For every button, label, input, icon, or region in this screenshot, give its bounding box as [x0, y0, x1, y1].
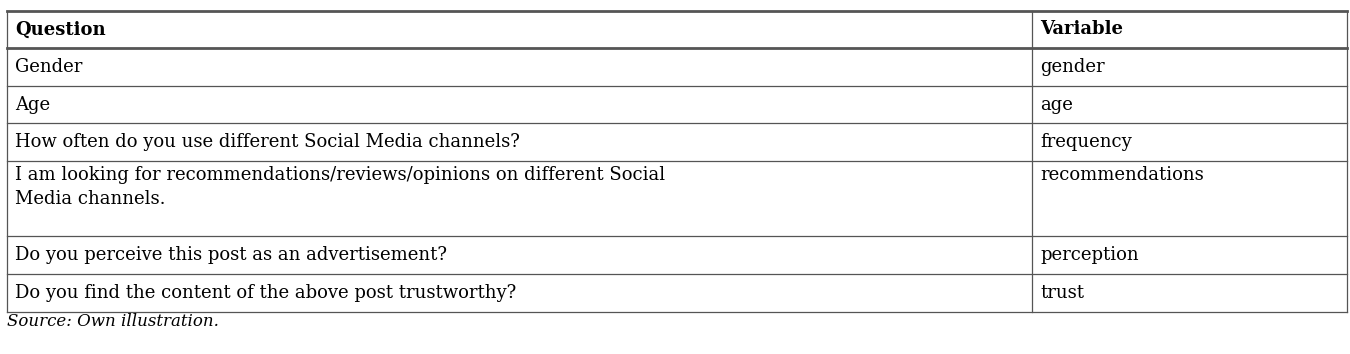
- Text: Source: Own illustration.: Source: Own illustration.: [7, 313, 219, 330]
- Text: Question: Question: [15, 21, 105, 39]
- Text: perception: perception: [1041, 246, 1139, 264]
- Text: recommendations: recommendations: [1041, 166, 1204, 184]
- Text: age: age: [1041, 96, 1073, 114]
- Text: Do you perceive this post as an advertisement?: Do you perceive this post as an advertis…: [15, 246, 447, 264]
- Text: Gender: Gender: [15, 58, 82, 76]
- Text: Variable: Variable: [1041, 21, 1123, 39]
- Text: Age: Age: [15, 96, 50, 114]
- Text: trust: trust: [1041, 284, 1084, 302]
- Text: Do you find the content of the above post trustworthy?: Do you find the content of the above pos…: [15, 284, 516, 302]
- Text: frequency: frequency: [1041, 133, 1133, 151]
- Text: gender: gender: [1041, 58, 1106, 76]
- Text: How often do you use different Social Media channels?: How often do you use different Social Me…: [15, 133, 520, 151]
- Text: I am looking for recommendations/reviews/opinions on different Social
Media chan: I am looking for recommendations/reviews…: [15, 166, 666, 208]
